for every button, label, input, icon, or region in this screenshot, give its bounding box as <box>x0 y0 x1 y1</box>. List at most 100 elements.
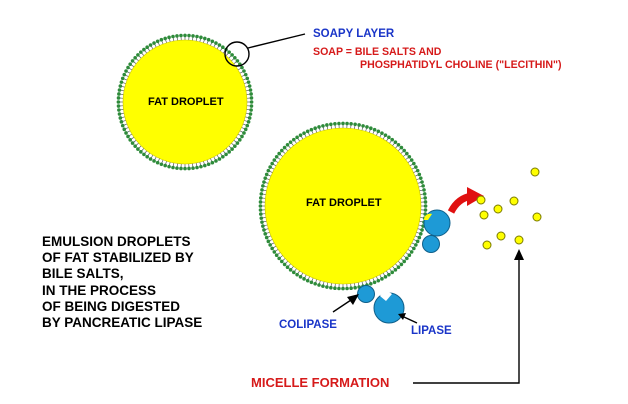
lecithin-head <box>119 120 124 124</box>
lecithin-head <box>295 272 299 277</box>
lecithin-head <box>224 152 228 157</box>
lecithin-head <box>116 100 121 104</box>
lecithin-head <box>167 35 171 40</box>
lecithin-head <box>270 161 274 166</box>
lecithin-head <box>376 129 381 134</box>
lecithin-head <box>321 124 325 128</box>
soapy-layer-label: SOAPY LAYER <box>313 28 395 40</box>
lecithin-head <box>206 162 211 167</box>
lecithin-head <box>126 134 130 139</box>
lecithin-head <box>221 45 225 49</box>
lecithin-head <box>417 172 422 177</box>
lecithin-head <box>139 150 143 154</box>
lecithin-head <box>282 262 287 267</box>
lecithin-head <box>261 184 265 188</box>
lecithin-head <box>277 256 281 261</box>
lecithin-head <box>155 160 160 165</box>
lecithin-head <box>337 286 341 291</box>
lecithin-head <box>302 277 306 281</box>
lecithin-head <box>279 259 284 264</box>
lecithin-head <box>122 72 127 77</box>
lecithin-head <box>396 265 401 270</box>
micelle-formation-label: MICELLE FORMATION <box>251 375 390 390</box>
lecithin-head <box>345 121 349 126</box>
lecithin-head <box>117 92 121 96</box>
lecithin-head <box>321 284 325 288</box>
lecithin-head <box>163 163 167 168</box>
lecithin-head <box>199 35 203 40</box>
lecithin-head <box>270 246 274 251</box>
lecithin-head <box>148 157 153 161</box>
lecithin-head <box>221 155 225 159</box>
lipase-label: LIPASE <box>411 325 452 337</box>
lecithin-head <box>288 268 293 272</box>
lecithin-head <box>195 34 199 39</box>
lecithin-head <box>142 152 146 157</box>
magnifier-circle <box>224 41 250 67</box>
micelle <box>532 212 542 222</box>
lecithin-head <box>227 50 231 54</box>
lecithin-head <box>333 121 337 126</box>
lecithin-head <box>249 92 253 96</box>
colipase-pointer-head <box>347 294 359 305</box>
caption-line: EMULSION DROPLETS <box>42 234 191 249</box>
lecithin-head <box>349 286 353 291</box>
lecithin-head <box>120 76 125 81</box>
lecithin-head <box>183 166 187 171</box>
lecithin-head <box>245 123 250 128</box>
lecithin-head <box>309 280 314 285</box>
lecithin-head <box>247 84 252 88</box>
lecithin-head <box>171 34 175 39</box>
lecithin-head <box>305 129 310 134</box>
lecithin-head <box>390 270 395 275</box>
lecithin-head <box>248 88 253 92</box>
lecithin-head <box>298 275 303 279</box>
lecithin-head <box>187 166 191 171</box>
micelles <box>476 167 542 250</box>
lecithin-head <box>393 268 398 272</box>
lecithin-head <box>279 148 284 153</box>
soap-definition-line1: SOAP = BILE SALTS AND <box>313 46 442 58</box>
lecithin-head <box>206 37 211 42</box>
lecithin-head <box>409 158 414 162</box>
lecithin-head <box>227 150 231 154</box>
lecithin-head <box>298 133 303 137</box>
micelle <box>514 235 524 245</box>
lecithin-head <box>277 151 281 156</box>
lecithin-head <box>412 161 416 166</box>
lecithin-head <box>295 135 299 140</box>
lecithin-head <box>414 243 418 247</box>
lecithin-head <box>258 196 263 200</box>
lecithin-head <box>171 165 175 170</box>
lecithin-head <box>217 43 222 47</box>
lecithin-head <box>128 138 132 142</box>
lecithin-head <box>126 65 130 70</box>
lecithin-head <box>258 208 263 212</box>
lecithin-head <box>282 145 287 150</box>
lecithin-head <box>246 80 251 84</box>
lecithin-head <box>136 53 140 57</box>
lecithin-head <box>402 259 407 264</box>
lecithin-head <box>238 138 242 142</box>
lecithin-head <box>249 108 253 112</box>
lecithin-head <box>242 69 246 73</box>
lecithin-head <box>263 176 268 180</box>
soapy-layer-pointer <box>247 33 306 49</box>
micelle <box>476 195 486 205</box>
lecithin-head <box>317 125 321 129</box>
lecithin-head <box>325 123 329 127</box>
lecithin-head <box>405 151 409 156</box>
lecithin-head <box>421 184 425 188</box>
lecithin-head <box>418 232 423 236</box>
lecithin-head <box>264 235 269 240</box>
lecithin-head <box>195 165 199 170</box>
lecithin-head <box>214 159 218 163</box>
lecithin-head <box>183 33 187 38</box>
diagram-caption: EMULSION DROPLETS OF FAT STABILIZED BY B… <box>42 234 202 331</box>
lecithin-head <box>245 76 250 81</box>
lecithin-head <box>353 122 357 127</box>
colipase-on-droplet <box>422 235 440 253</box>
lecithin-head <box>313 126 317 131</box>
lecithin-head <box>272 158 277 162</box>
